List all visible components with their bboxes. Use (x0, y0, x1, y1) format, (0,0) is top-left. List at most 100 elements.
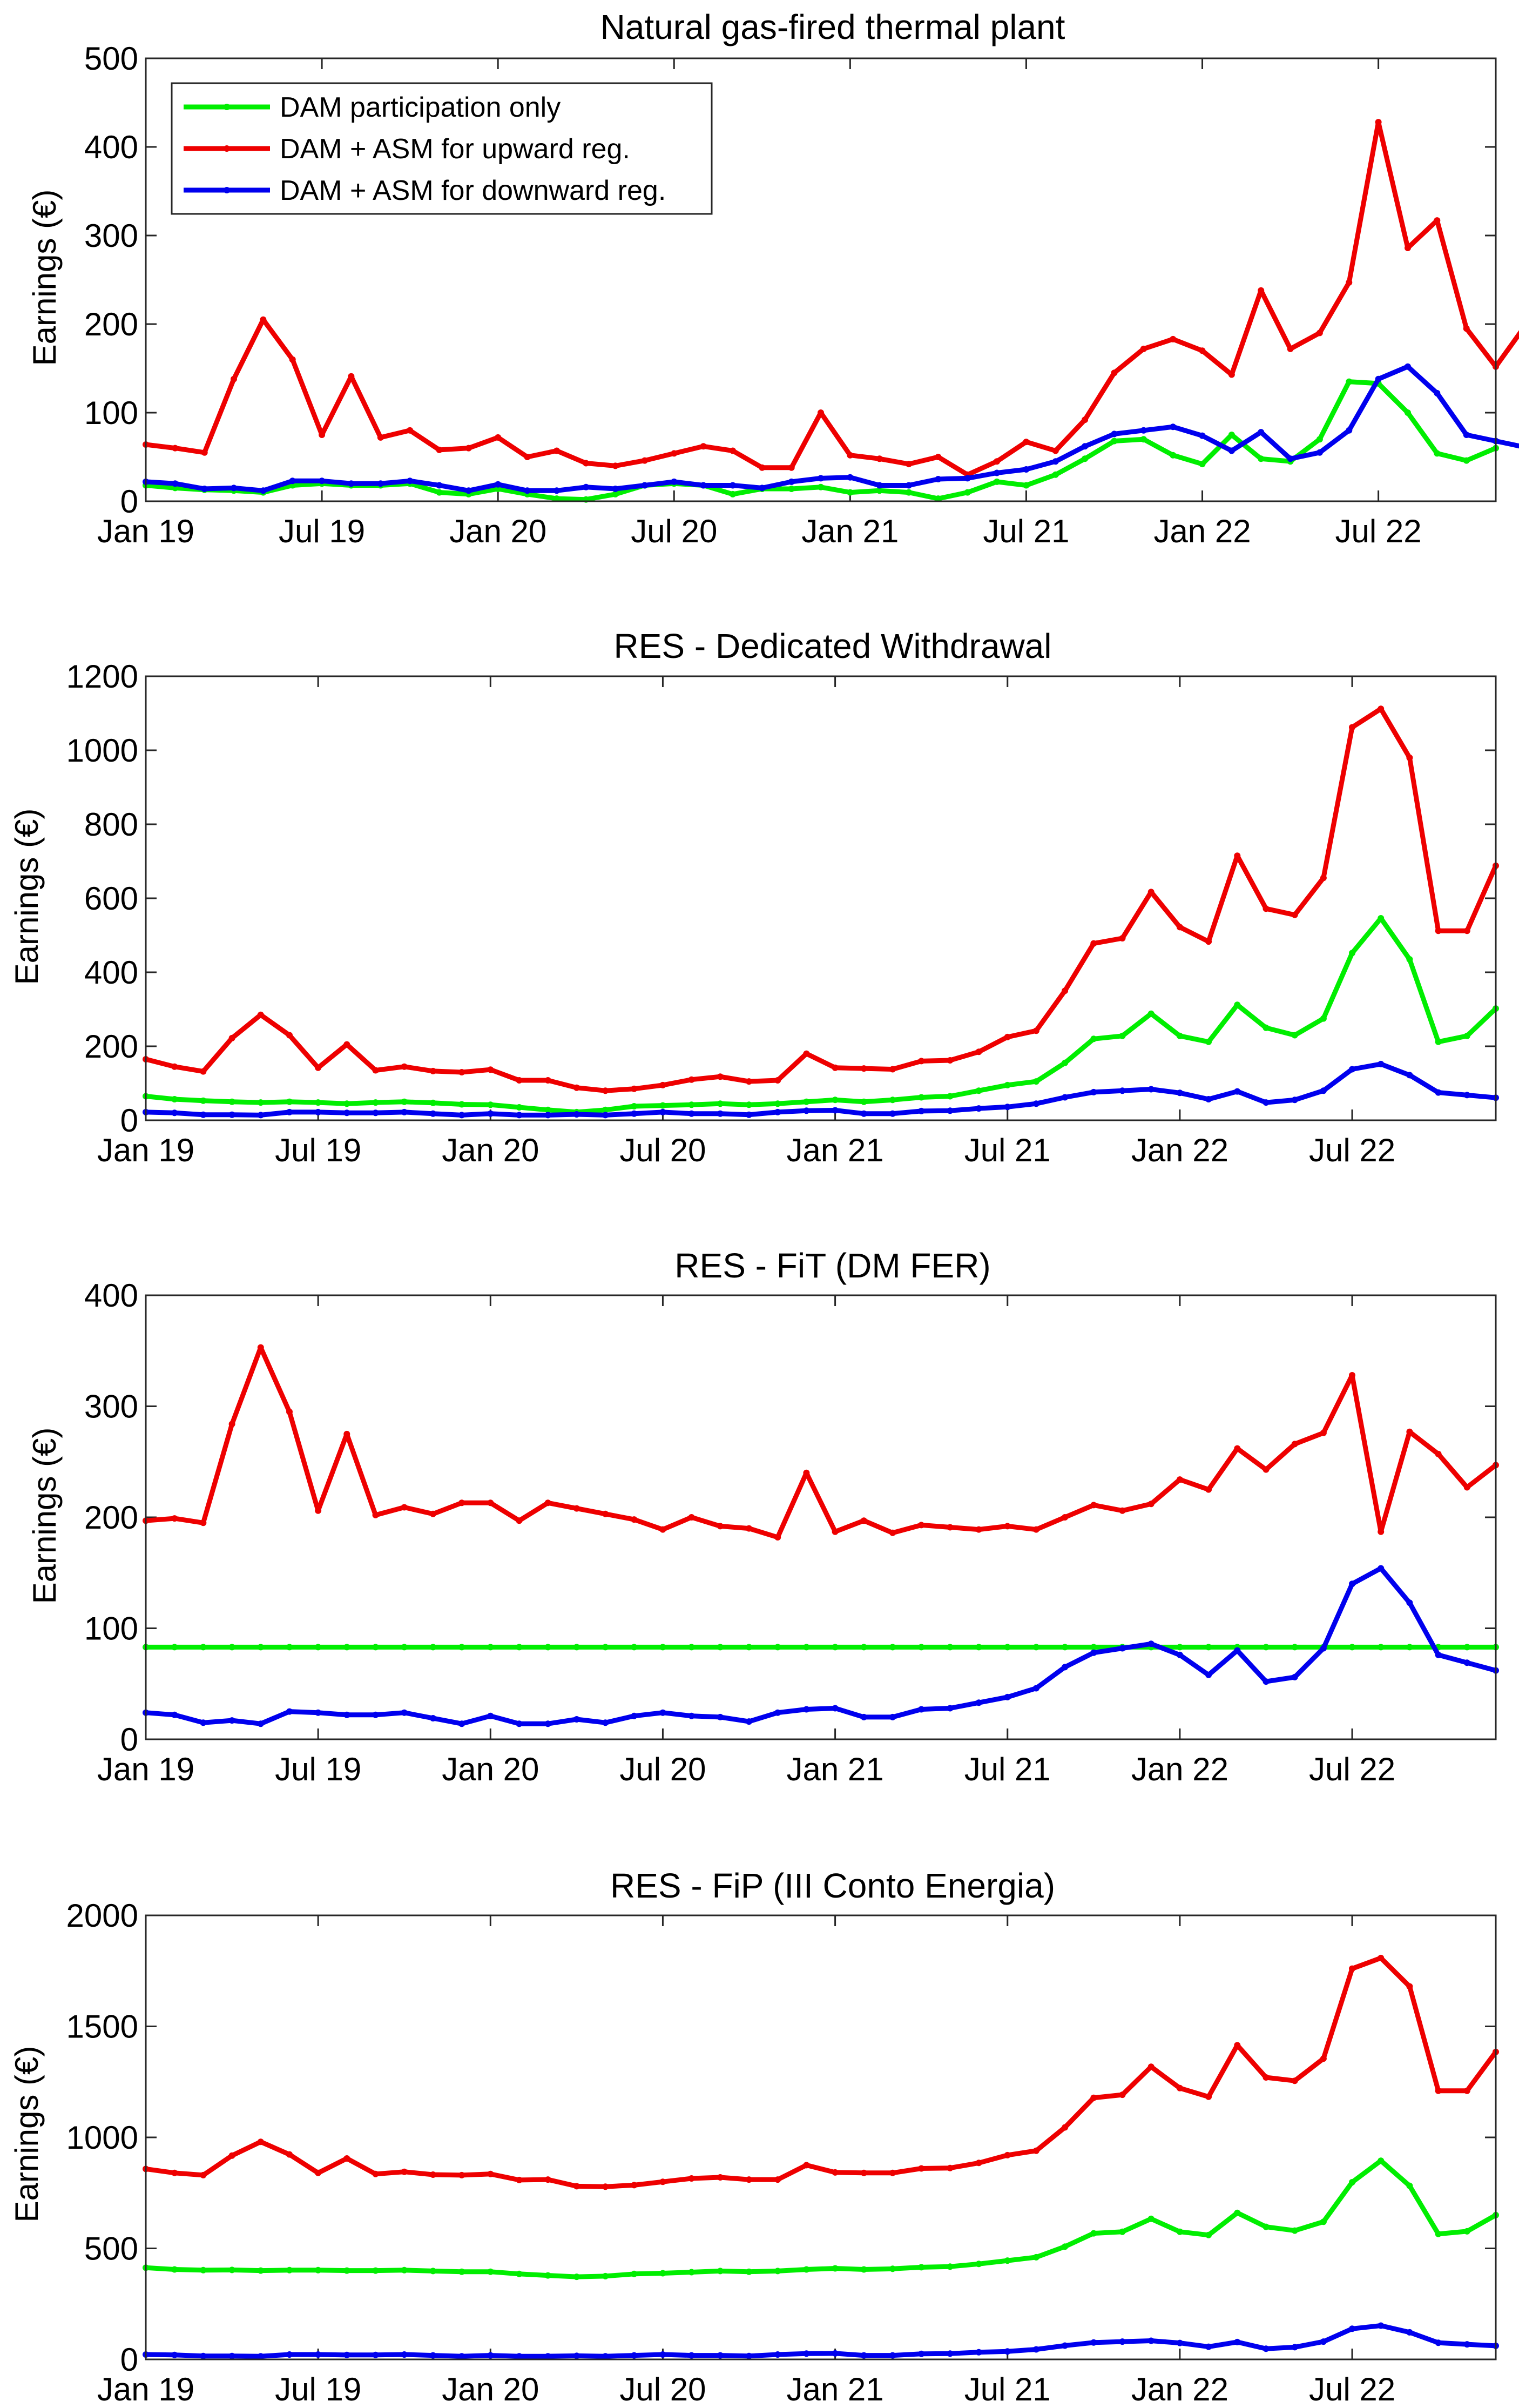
series-dam (143, 1644, 1499, 1651)
data-point-dam (860, 2266, 867, 2273)
data-point-down (458, 1720, 465, 1727)
data-point-down (343, 2351, 350, 2358)
series-line-up (143, 119, 1519, 477)
data-point-dam (1199, 461, 1206, 468)
data-point-down (257, 1720, 264, 1727)
legend: DAM participation only DAM + ASM for upw… (171, 82, 713, 215)
data-point-down (975, 2349, 982, 2356)
data-point-up (436, 446, 443, 453)
data-point-dam (1228, 432, 1235, 438)
data-point-up (583, 460, 590, 467)
y-tick-label: 400 (84, 954, 138, 991)
data-point-dam (1090, 2230, 1097, 2237)
data-point-up (1320, 2055, 1327, 2062)
data-point-dam (918, 2264, 925, 2271)
data-point-down (516, 1720, 523, 1727)
data-point-up (1405, 245, 1411, 251)
data-point-dam (1082, 455, 1089, 462)
data-point-up (832, 1528, 839, 1535)
data-point-down (918, 2350, 925, 2357)
data-point-down (947, 1705, 954, 1712)
data-point-up (1176, 1476, 1183, 1483)
data-point-down (1435, 2339, 1442, 2346)
chart-panel-dedicated-withdrawal: RES - Dedicated Withdrawal Earnings (€) … (9, 627, 1499, 1168)
data-point-down (1032, 1685, 1039, 1692)
y-tick-label: 0 (120, 483, 138, 520)
data-point-up (832, 1064, 839, 1071)
data-point-up (228, 2152, 235, 2159)
data-point-dam (1434, 450, 1441, 457)
legend-entry-dam: DAM participation only (184, 92, 561, 123)
data-point-up (860, 2169, 867, 2176)
chart-panel-fip: RES - FiP (III Conto Energia) Earnings (… (9, 1866, 1499, 2407)
series-line-up (143, 706, 1498, 1093)
data-point-dam (918, 1094, 925, 1101)
data-point-down (1176, 2339, 1183, 2346)
data-point-down (1023, 466, 1030, 473)
data-point-dam (717, 1100, 724, 1107)
data-point-up (975, 2160, 982, 2167)
data-point-down (1406, 2329, 1413, 2336)
data-point-down (1090, 1088, 1097, 1095)
data-point-down (524, 487, 531, 494)
data-point-up (516, 1517, 523, 1524)
data-point-down (458, 2353, 465, 2360)
data-point-up (257, 1344, 264, 1351)
data-point-up (573, 1084, 580, 1091)
data-point-down (1378, 2322, 1385, 2329)
data-point-up (746, 2176, 752, 2183)
data-point-dam (1119, 2228, 1126, 2235)
data-point-down (516, 2353, 523, 2360)
data-point-dam (1258, 455, 1265, 462)
data-point-up (372, 1511, 379, 1518)
data-point-down (171, 2351, 178, 2358)
data-point-up (774, 2176, 781, 2183)
data-point-up (1435, 927, 1442, 934)
data-point-up (659, 1081, 666, 1088)
data-point-down (429, 2352, 436, 2359)
data-point-up (343, 1430, 350, 1437)
data-point-up (1119, 2091, 1126, 2098)
x-tick-label: Jul 22 (1309, 1132, 1395, 1168)
data-point-dam (832, 1644, 839, 1651)
data-point-dam (1291, 2227, 1298, 2234)
data-point-dam (659, 1644, 666, 1651)
data-point-down (315, 2351, 322, 2358)
data-point-down (860, 1110, 867, 1117)
data-point-up (1170, 335, 1177, 342)
data-point-down (1111, 431, 1118, 438)
x-tick-label: Jan 22 (1131, 2371, 1228, 2407)
data-point-down (1320, 2338, 1327, 2345)
data-point-down (544, 1720, 551, 1727)
data-point-up (1199, 347, 1206, 354)
data-point-dam (1234, 2209, 1241, 2216)
data-point-up (602, 1087, 609, 1094)
data-point-dam (1052, 471, 1059, 478)
data-point-up (1205, 1486, 1212, 1493)
data-point-dam (1463, 2228, 1470, 2235)
data-point-up (717, 2174, 724, 2181)
data-point-up (1032, 1526, 1039, 1533)
data-point-down (1263, 1678, 1270, 1685)
data-point-up (1004, 2151, 1011, 2158)
data-point-dam (228, 1098, 235, 1105)
data-point-dam (1032, 1078, 1039, 1085)
chart-panel-fit: RES - FiT (DM FER) Earnings (€) 0 100 200 3… (26, 1246, 1499, 1787)
data-point-dam (1176, 1032, 1183, 1039)
data-point-dam (860, 1644, 867, 1651)
data-point-down (803, 1107, 810, 1114)
data-point-up (659, 1526, 666, 1533)
data-point-dam (1170, 452, 1177, 459)
data-point-down (1205, 1096, 1212, 1102)
data-point-dam (1378, 915, 1385, 922)
data-point-down (746, 2352, 752, 2359)
data-point-dam (631, 1103, 638, 1109)
data-point-dam (553, 495, 560, 502)
data-point-dam (602, 1106, 609, 1113)
data-point-down (1062, 1664, 1069, 1671)
data-point-up (200, 1519, 207, 1526)
data-point-up (487, 1066, 494, 1073)
data-point-dam (1349, 2179, 1355, 2185)
data-point-up (1176, 2084, 1183, 2091)
data-point-up (1062, 1514, 1069, 1521)
